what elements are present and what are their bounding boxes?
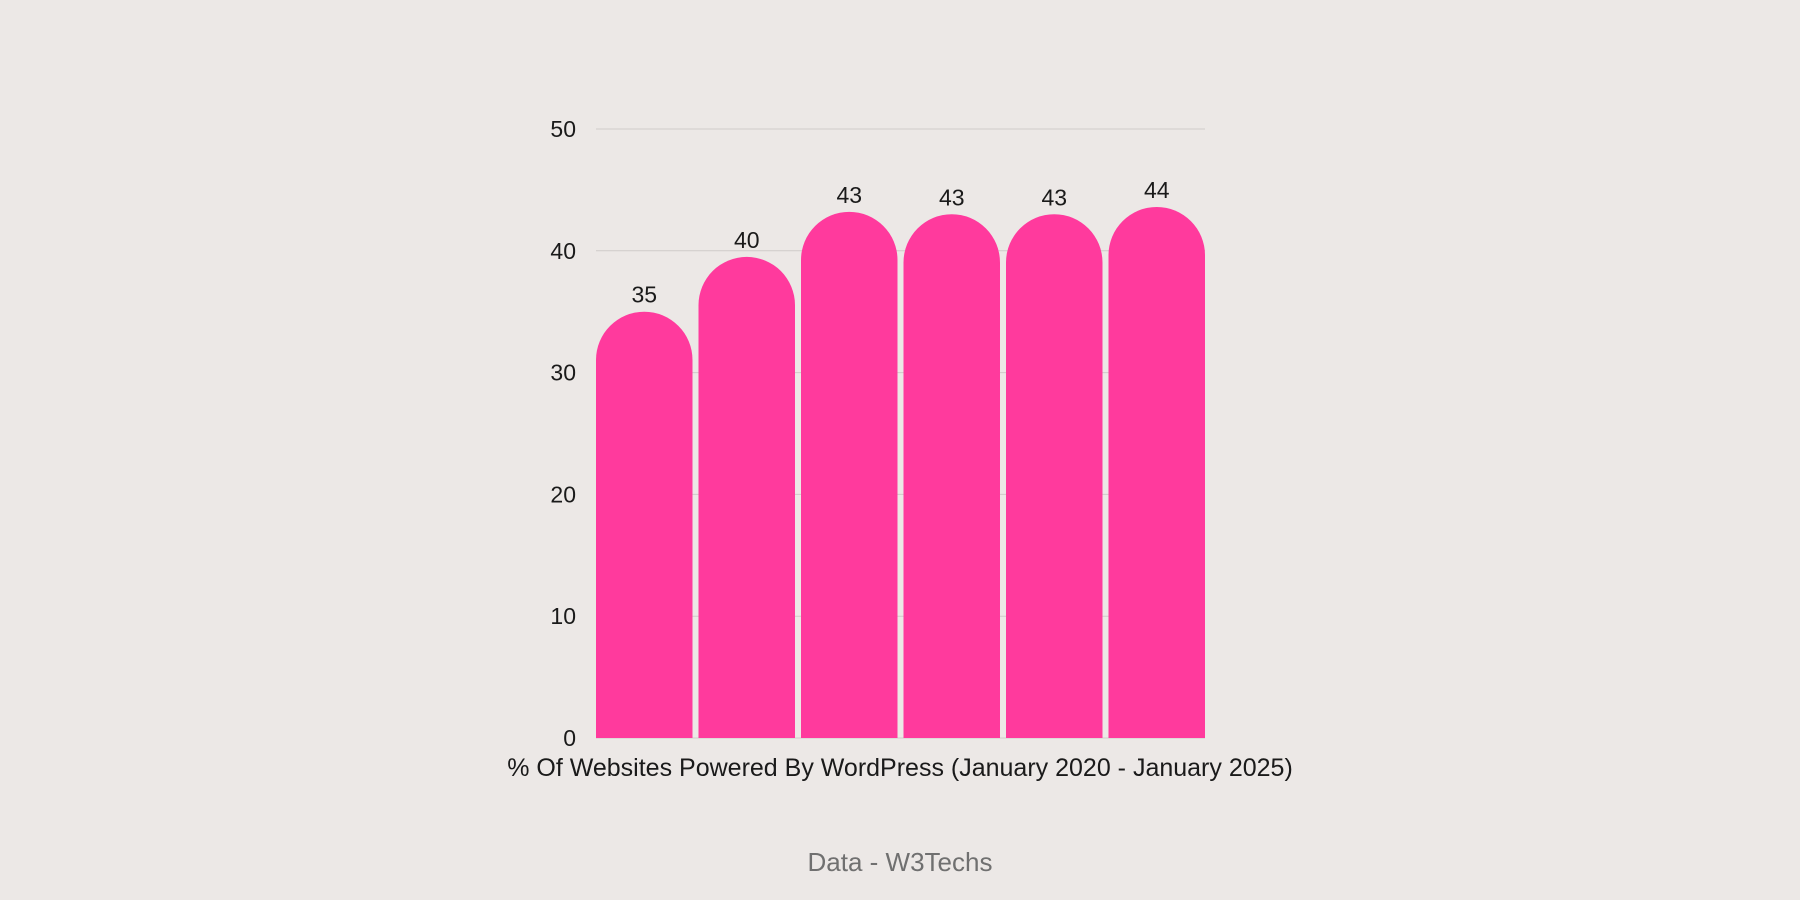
y-tick-label: 40 <box>550 238 576 264</box>
data-label: 43 <box>1041 184 1067 210</box>
bar <box>1108 206 1205 739</box>
data-labels: 35 40 43 43 43 44 <box>631 177 1169 308</box>
data-label: 35 <box>631 282 657 308</box>
gridlines <box>596 128 1205 739</box>
bars <box>596 206 1205 739</box>
y-tick-label: 10 <box>550 603 576 629</box>
y-tick-label: 30 <box>550 360 576 386</box>
bar <box>1006 214 1103 738</box>
data-label: 43 <box>939 184 965 210</box>
data-label: 43 <box>836 182 862 208</box>
data-label: 44 <box>1144 177 1170 203</box>
x-axis-label: % Of Websites Powered By WordPress (Janu… <box>507 754 1293 782</box>
y-tick-label: 0 <box>563 725 576 751</box>
bar <box>698 256 795 738</box>
y-tick-label: 20 <box>550 481 576 507</box>
y-tick-label: 50 <box>550 116 576 142</box>
source-credit: Data - W3Techs <box>808 847 993 877</box>
bar <box>596 311 693 738</box>
y-axis-ticks: 0 10 20 30 40 50 <box>550 116 576 751</box>
bar <box>801 211 898 739</box>
bar <box>903 214 1000 738</box>
data-label: 40 <box>734 227 760 253</box>
